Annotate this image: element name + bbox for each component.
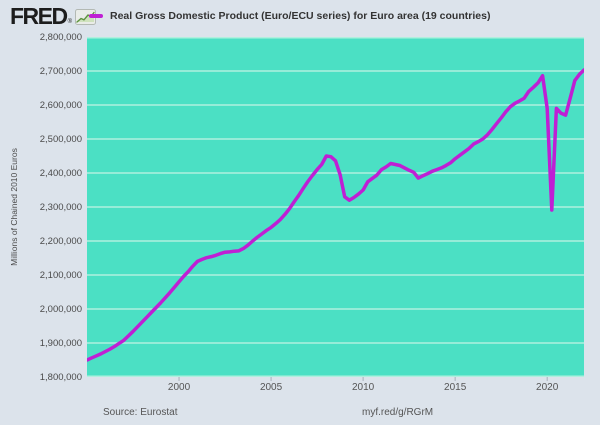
x-tick-label: 2015	[444, 382, 467, 393]
legend-series-label: Real Gross Domestic Product (Euro/ECU se…	[110, 10, 491, 22]
registered-trademark-icon: ®	[67, 19, 73, 25]
x-tick-label: 2000	[167, 382, 191, 393]
y-tick-label: 1,800,000	[39, 371, 82, 383]
y-tick-label: 2,100,000	[39, 269, 82, 281]
y-tick-label: 2,400,000	[39, 167, 82, 179]
y-axis-labels: 1,800,000 1,900,000 2,000,000 2,100,000 2,20…	[0, 32, 82, 383]
y-tick-label: 1,900,000	[39, 337, 82, 349]
x-tick-label: 2005	[259, 382, 283, 393]
legend-line-swatch	[89, 14, 103, 18]
y-tick-label: 2,500,000	[39, 133, 82, 145]
y-tick-label: 2,600,000	[39, 99, 82, 111]
y-tick-label: 2,700,000	[39, 65, 82, 77]
y-tick-label: 2,300,000	[39, 201, 82, 213]
y-tick-label: 2,800,000	[39, 31, 82, 43]
chart-legend: Real Gross Domestic Product (Euro/ECU se…	[89, 10, 490, 22]
x-axis-labels: 2000 2005 2010 2015 2020	[87, 382, 584, 396]
source-text: Source: Eurostat	[103, 407, 178, 418]
fred-logo[interactable]: FRED ®	[10, 3, 97, 30]
y-tick-label: 2,200,000	[39, 235, 82, 247]
x-tick-label: 2010	[351, 382, 375, 393]
short-link[interactable]: myf.red/g/RGrM	[362, 407, 434, 418]
plot-area[interactable]	[87, 37, 584, 383]
y-tick-label: 2,000,000	[39, 303, 82, 315]
gdp-data-line[interactable]	[87, 68, 584, 362]
fred-logo-text: FRED	[10, 3, 68, 29]
x-tick-label: 2020	[536, 382, 559, 393]
